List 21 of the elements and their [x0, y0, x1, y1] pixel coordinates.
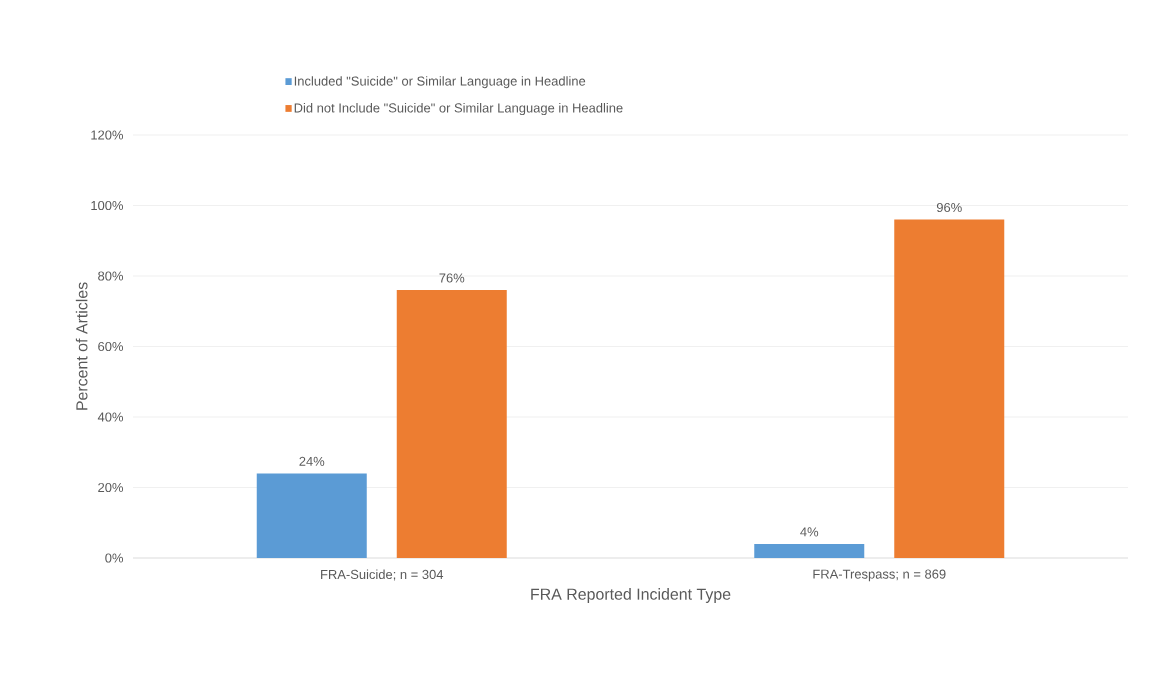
y-tick-label: 40% — [97, 412, 124, 422]
bar — [894, 219, 1005, 558]
data-label: 96% — [936, 202, 962, 213]
y-tick-label: 60% — [98, 341, 124, 352]
y-tick-label: 100% — [91, 200, 124, 211]
y-tick-label: 0% — [105, 553, 124, 563]
x-tick-label: FRA-Suicide; n = 304 — [321, 569, 444, 581]
y-tick-label: 20% — [98, 482, 124, 493]
x-tick-label: FRA-Trespass; n = 869 — [813, 569, 946, 582]
bar — [396, 290, 507, 558]
y-tick-label: 80% — [98, 271, 124, 281]
bar — [754, 543, 865, 558]
legend-label: Included "Suicide" or Similar Language in Headline — [294, 76, 586, 89]
bar — [256, 473, 367, 558]
data-label: 76% — [439, 273, 465, 283]
y-axis-title: Percent of Articles — [75, 282, 88, 410]
x-axis-title: FRA Reported Incident Type — [531, 588, 731, 603]
data-label: 4% — [800, 527, 819, 537]
legend-label: Did not Include "Suicide" or Similar Language in Headline — [294, 103, 623, 116]
data-label: 24% — [299, 456, 325, 466]
y-tick-label: 120% — [91, 130, 124, 140]
